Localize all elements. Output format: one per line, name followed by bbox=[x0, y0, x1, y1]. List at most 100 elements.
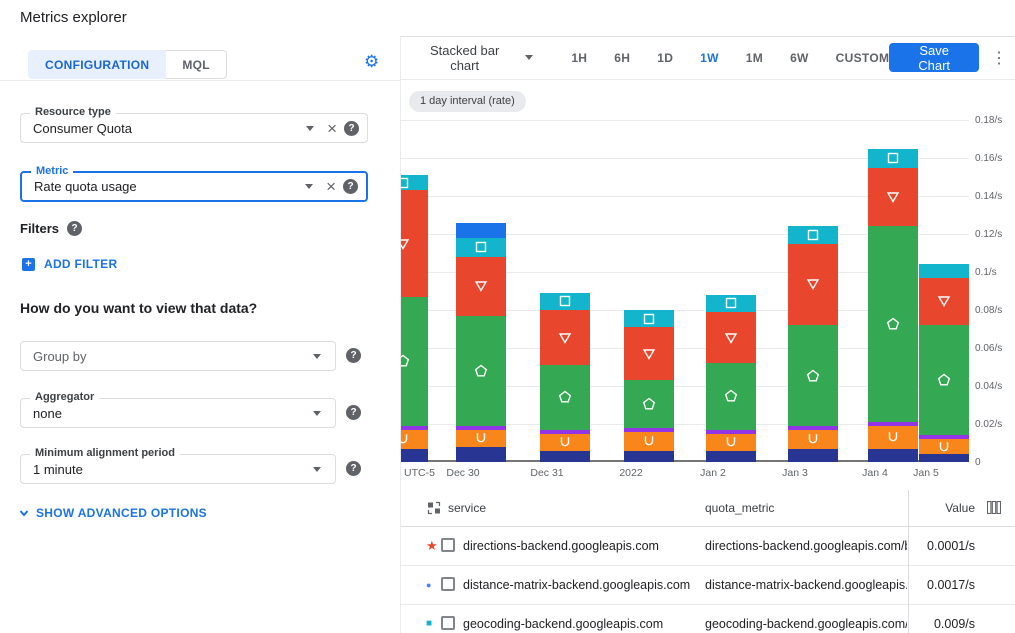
bar-segment-purple[interactable] bbox=[540, 429, 590, 434]
bar-segment-navy[interactable] bbox=[624, 450, 674, 462]
bar-segment-blue[interactable] bbox=[456, 222, 506, 238]
help-icon[interactable]: ? bbox=[343, 179, 358, 194]
bar-segment-teal[interactable] bbox=[540, 292, 590, 310]
x-tick-label: Jan 3 bbox=[782, 467, 808, 479]
bar-segment-red[interactable] bbox=[540, 310, 590, 366]
table-row[interactable]: ★ directions-backend.googleapis.com direct… bbox=[401, 527, 1015, 566]
alignment-period-field[interactable]: Minimum alignment period 1 minute bbox=[20, 447, 336, 484]
bar-segment-green[interactable] bbox=[540, 365, 590, 430]
column-header-value[interactable]: Value bbox=[945, 501, 975, 515]
aggregator-field[interactable]: Aggregator none bbox=[20, 391, 336, 428]
bar-segment-purple[interactable] bbox=[919, 435, 969, 440]
table-row[interactable]: ■ geocoding-backend.googleapis.com geocodi… bbox=[401, 605, 1015, 633]
reorder-columns-icon[interactable] bbox=[427, 501, 441, 520]
bar-segment-teal[interactable] bbox=[919, 264, 969, 278]
bar-segment-green[interactable] bbox=[401, 296, 428, 426]
range-button-custom[interactable]: CUSTOM bbox=[835, 50, 890, 65]
bar-segment-navy[interactable] bbox=[456, 446, 506, 462]
gridline bbox=[401, 234, 969, 235]
bar-segment-teal[interactable] bbox=[868, 148, 918, 168]
bar-segment-purple[interactable] bbox=[868, 422, 918, 426]
dropdown-caret-icon[interactable] bbox=[313, 466, 321, 472]
settings-gear-button[interactable]: ⚙ bbox=[358, 52, 385, 71]
dropdown-caret-icon[interactable] bbox=[313, 353, 321, 359]
bar-segment-green[interactable] bbox=[624, 380, 674, 428]
bar-segment-red[interactable] bbox=[624, 327, 674, 381]
range-button-1d[interactable]: 1D bbox=[657, 50, 674, 65]
help-icon[interactable]: ? bbox=[346, 348, 361, 363]
bar-segment-navy[interactable] bbox=[919, 454, 969, 462]
pentagon-marker-icon bbox=[723, 388, 739, 404]
help-icon[interactable]: ? bbox=[346, 461, 361, 476]
more-options-button[interactable]: ⋮ bbox=[991, 48, 1007, 68]
interval-chip[interactable]: 1 day interval (rate) bbox=[409, 91, 526, 112]
row-checkbox[interactable] bbox=[441, 616, 455, 630]
range-button-6h[interactable]: 6H bbox=[614, 50, 631, 65]
range-button-1m[interactable]: 1M bbox=[745, 50, 764, 65]
bar-segment-orange[interactable] bbox=[401, 429, 428, 449]
bar-segment-green[interactable] bbox=[788, 325, 838, 426]
dropdown-caret-icon[interactable] bbox=[305, 184, 314, 189]
metric-field[interactable]: Metric Rate quota usage × ? bbox=[20, 165, 368, 202]
bar-segment-red[interactable] bbox=[401, 190, 428, 297]
range-button-1h[interactable]: 1H bbox=[571, 50, 588, 65]
range-button-1w[interactable]: 1W bbox=[700, 50, 719, 65]
add-filter-button[interactable]: + ADD FILTER bbox=[22, 257, 117, 271]
resource-type-field[interactable]: Resource type Consumer Quota × ? bbox=[20, 106, 368, 143]
help-icon[interactable]: ? bbox=[67, 221, 83, 236]
bar-segment-navy[interactable] bbox=[401, 448, 428, 462]
value-column-divider bbox=[908, 490, 909, 633]
bar-segment-red[interactable] bbox=[706, 311, 756, 364]
bar-segment-red[interactable] bbox=[919, 277, 969, 326]
tab-configuration[interactable]: CONFIGURATION bbox=[28, 50, 167, 79]
clear-icon[interactable]: × bbox=[327, 118, 337, 138]
row-checkbox[interactable] bbox=[441, 538, 455, 552]
row-checkbox[interactable] bbox=[441, 577, 455, 591]
dropdown-caret-icon[interactable] bbox=[313, 410, 321, 416]
column-chooser-icon[interactable] bbox=[986, 500, 1002, 519]
bar-segment-purple[interactable] bbox=[706, 429, 756, 434]
bar-segment-teal[interactable] bbox=[624, 310, 674, 328]
bar-segment-purple[interactable] bbox=[456, 425, 506, 430]
bar-segment-orange[interactable] bbox=[788, 429, 838, 449]
bar-segment-red[interactable] bbox=[868, 167, 918, 227]
bar-segment-red[interactable] bbox=[456, 256, 506, 316]
bar-segment-green[interactable] bbox=[706, 363, 756, 430]
bar-segment-orange[interactable] bbox=[540, 433, 590, 451]
column-header-quota-metric[interactable]: quota_metric bbox=[705, 501, 775, 515]
horseshoe-marker-icon bbox=[641, 433, 657, 449]
chart-type-dropdown[interactable]: Stacked bar chart bbox=[417, 43, 539, 73]
cell-service: distance-matrix-backend.googleapis.com bbox=[463, 578, 691, 592]
bar-segment-purple[interactable] bbox=[788, 425, 838, 430]
bar-segment-teal[interactable] bbox=[456, 237, 506, 257]
range-button-6w[interactable]: 6W bbox=[790, 50, 809, 65]
bar-segment-teal[interactable] bbox=[706, 294, 756, 312]
column-header-service[interactable]: service bbox=[448, 501, 487, 515]
bar-segment-orange[interactable] bbox=[456, 429, 506, 447]
bar-segment-orange[interactable] bbox=[706, 433, 756, 451]
dropdown-caret-icon[interactable] bbox=[306, 125, 315, 131]
save-chart-button[interactable]: Save Chart bbox=[889, 43, 979, 73]
help-icon[interactable]: ? bbox=[344, 120, 359, 136]
bar-segment-teal[interactable] bbox=[401, 175, 428, 191]
bar-segment-orange[interactable] bbox=[919, 439, 969, 455]
bar-segment-purple[interactable] bbox=[624, 427, 674, 432]
table-row[interactable]: ● distance-matrix-backend.googleapis.com d… bbox=[401, 566, 1015, 605]
help-icon[interactable]: ? bbox=[346, 405, 361, 420]
bar-segment-purple[interactable] bbox=[401, 425, 428, 430]
group-by-field[interactable]: Group by bbox=[20, 341, 336, 371]
show-advanced-options-button[interactable]: SHOW ADVANCED OPTIONS bbox=[18, 506, 207, 520]
bar-segment-green[interactable] bbox=[456, 315, 506, 426]
bar-segment-orange[interactable] bbox=[868, 425, 918, 449]
bar-segment-red[interactable] bbox=[788, 243, 838, 326]
bar-segment-navy[interactable] bbox=[788, 448, 838, 462]
bar-segment-green[interactable] bbox=[868, 226, 918, 423]
bar-segment-navy[interactable] bbox=[706, 450, 756, 462]
clear-icon[interactable]: × bbox=[326, 177, 336, 196]
bar-segment-orange[interactable] bbox=[624, 431, 674, 451]
bar-segment-teal[interactable] bbox=[788, 226, 838, 244]
bar-segment-navy[interactable] bbox=[540, 450, 590, 462]
bar-segment-green[interactable] bbox=[919, 325, 969, 436]
tab-mql[interactable]: MQL bbox=[166, 50, 227, 79]
bar-segment-navy[interactable] bbox=[868, 448, 918, 462]
